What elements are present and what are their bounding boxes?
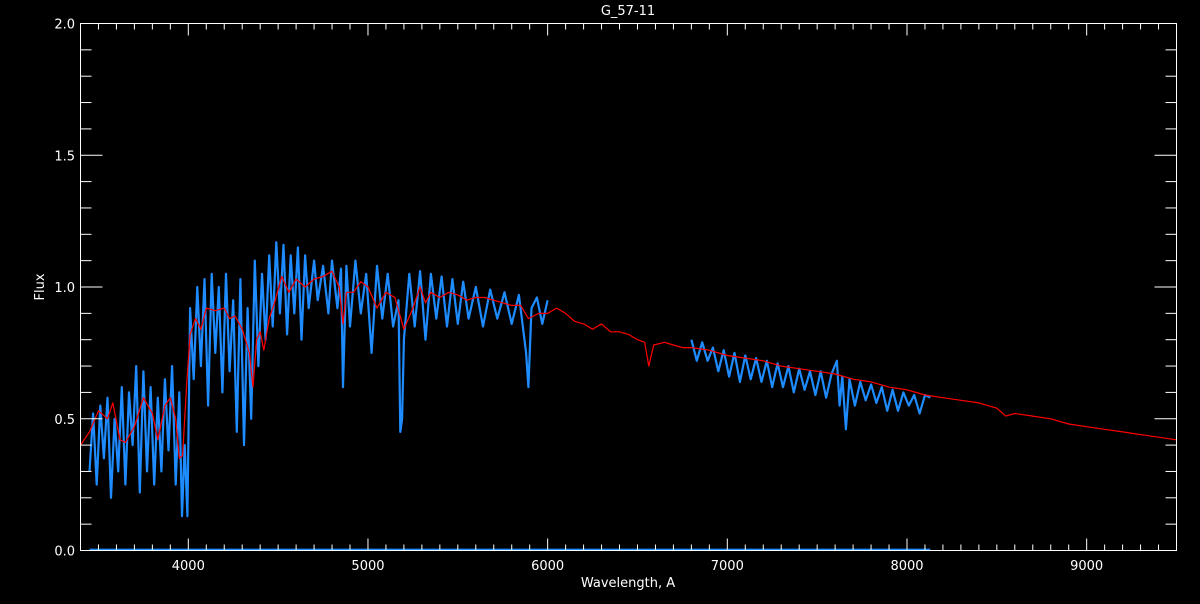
chart-title: G_57-11 bbox=[601, 4, 655, 19]
y-axis-label: Flux bbox=[33, 273, 48, 300]
series-layer bbox=[80, 241, 1177, 551]
x-axis-label: Wavelength, A bbox=[581, 576, 675, 591]
y-tick-label: 0.5 bbox=[54, 413, 75, 428]
x-tick-label: 7000 bbox=[711, 559, 744, 574]
y-tick-label: 0.0 bbox=[54, 545, 75, 560]
x-tick-label: 8000 bbox=[890, 559, 923, 574]
x-tick-label: 4000 bbox=[172, 559, 205, 574]
x-tick-labels: 4000 5000 6000 7000 8000 9000 bbox=[172, 559, 1103, 574]
y-tick-label: 1.5 bbox=[54, 149, 75, 164]
y-tick-labels: 0.0 0.5 1.0 1.5 2.0 bbox=[54, 18, 75, 560]
plot-frame bbox=[80, 23, 1177, 551]
axis-ticks bbox=[80, 23, 1177, 551]
observed-spectrum-segment-0 bbox=[88, 241, 549, 518]
x-tick-label: 6000 bbox=[531, 559, 564, 574]
x-tick-label: 5000 bbox=[351, 559, 384, 574]
model-spectrum-segment-0 bbox=[80, 270, 1177, 459]
y-tick-label: 1.0 bbox=[54, 281, 75, 296]
y-tick-label: 2.0 bbox=[54, 18, 75, 33]
x-tick-label: 9000 bbox=[1070, 559, 1103, 574]
observed-spectrum-segment-1 bbox=[690, 339, 931, 431]
